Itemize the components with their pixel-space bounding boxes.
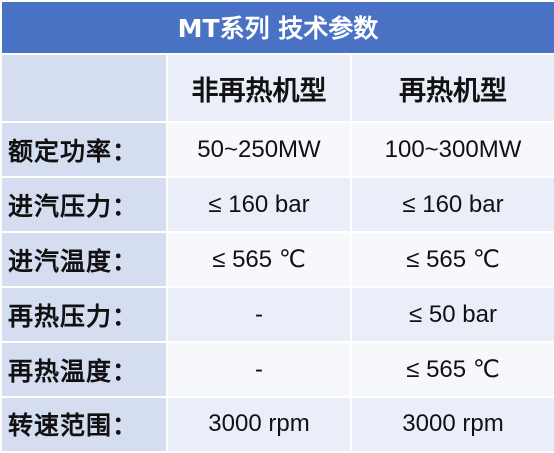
cell-value: ≤ 160 bar bbox=[166, 176, 352, 234]
table-title: MT系列 技术参数 bbox=[0, 0, 554, 55]
cell-value: ≤ 160 bar bbox=[350, 176, 554, 234]
header-row: 非再热机型 再热机型 bbox=[0, 52, 554, 124]
cell-value: - bbox=[166, 341, 352, 398]
cell-value: 3000 rpm bbox=[350, 395, 554, 453]
table-row: 额定功率： 50~250MW 100~300MW bbox=[0, 121, 554, 179]
corner-cell bbox=[0, 52, 168, 124]
cell-value: 50~250MW bbox=[166, 121, 352, 179]
table-row: 再热温度： - ≤ 565 ℃ bbox=[0, 341, 554, 398]
row-label-inlet-temperature: 进汽温度： bbox=[0, 231, 168, 289]
column-header-reheat: 再热机型 bbox=[350, 52, 554, 124]
cell-value: - bbox=[166, 286, 352, 344]
title-row: MT系列 技术参数 bbox=[0, 0, 554, 55]
row-label-inlet-pressure: 进汽压力： bbox=[0, 176, 168, 234]
table-row: 进汽温度： ≤ 565 ℃ ≤ 565 ℃ bbox=[0, 231, 554, 289]
cell-value: 3000 rpm bbox=[166, 395, 352, 453]
table-row: 转速范围： 3000 rpm 3000 rpm bbox=[0, 395, 554, 453]
column-header-non-reheat: 非再热机型 bbox=[166, 52, 352, 124]
row-label-reheat-temperature: 再热温度： bbox=[0, 341, 168, 398]
cell-value: ≤ 565 ℃ bbox=[166, 231, 352, 289]
table-row: 再热压力： - ≤ 50 bar bbox=[0, 286, 554, 344]
cell-value: 100~300MW bbox=[350, 121, 554, 179]
cell-value: ≤ 50 bar bbox=[350, 286, 554, 344]
row-label-reheat-pressure: 再热压力： bbox=[0, 286, 168, 344]
table-row: 进汽压力： ≤ 160 bar ≤ 160 bar bbox=[0, 176, 554, 234]
row-label-speed-range: 转速范围： bbox=[0, 395, 168, 453]
cell-value: ≤ 565 ℃ bbox=[350, 231, 554, 289]
cell-value: ≤ 565 ℃ bbox=[350, 341, 554, 398]
row-label-rated-power: 额定功率： bbox=[0, 121, 168, 179]
